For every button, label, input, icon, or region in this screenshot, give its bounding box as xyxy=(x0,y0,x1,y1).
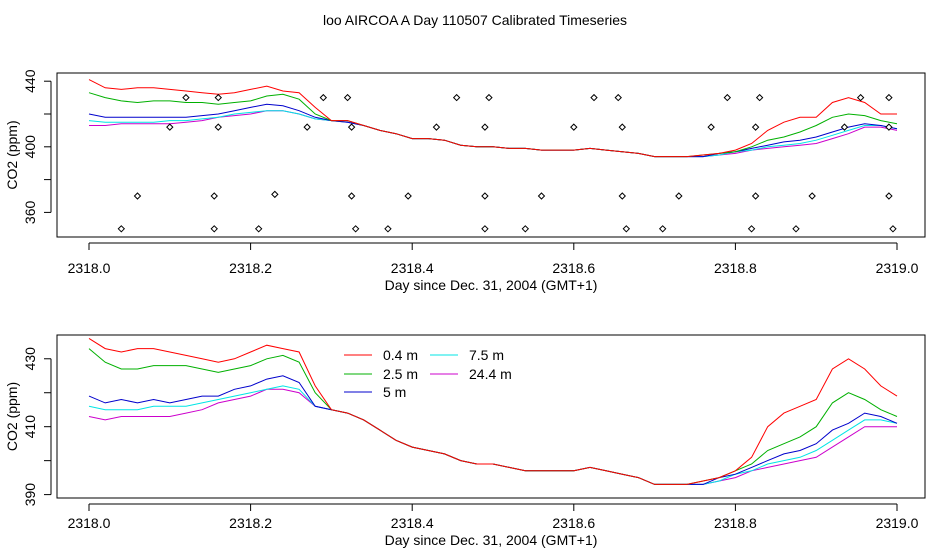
x-tick-label: 2318.0 xyxy=(68,515,111,531)
y-axis-label: CO2 (ppm) xyxy=(4,382,20,451)
sample-point xyxy=(214,123,222,131)
sample-point xyxy=(521,225,530,233)
sample-point xyxy=(210,225,218,233)
x-tick-label: 2318.2 xyxy=(229,260,272,276)
sample-point xyxy=(214,93,222,102)
sample-point xyxy=(751,123,760,131)
sample-point xyxy=(481,225,489,233)
sample-point xyxy=(210,192,218,200)
x-tick-label: 2318.8 xyxy=(714,515,757,531)
x-tick-label: 2318.0 xyxy=(68,260,111,276)
y-axis-label: CO2 (ppm) xyxy=(4,120,20,189)
sample-point xyxy=(622,225,631,233)
x-tick-label: 2319.0 xyxy=(876,515,919,531)
x-tick-label: 2318.8 xyxy=(714,260,757,276)
x-tick-label: 2318.2 xyxy=(229,515,272,531)
sample-point xyxy=(254,225,263,233)
x-tick-label: 2318.6 xyxy=(552,260,595,276)
sample-point xyxy=(808,192,816,200)
legend-label: 0.4 m xyxy=(383,347,418,363)
legend-label: 2.5 m xyxy=(383,366,418,382)
sample-point xyxy=(319,93,328,102)
sample-point xyxy=(792,225,800,233)
series-line-7-5-mm xyxy=(88,385,898,485)
y-tick-label: 400 xyxy=(22,135,38,159)
sample-point xyxy=(614,93,622,102)
sample-point xyxy=(885,123,893,131)
sample-point xyxy=(485,93,493,102)
plot-area xyxy=(88,79,898,233)
sample-point xyxy=(117,225,126,233)
legend-label: 7.5 m xyxy=(469,347,504,363)
y-tick-label: 430 xyxy=(22,347,38,371)
sample-point xyxy=(570,123,578,131)
y-tick-label: 410 xyxy=(22,415,38,439)
sample-point xyxy=(889,225,897,233)
series-line-1 xyxy=(88,79,897,158)
sample-point xyxy=(675,192,683,200)
sample-point xyxy=(618,123,626,131)
plot-area xyxy=(88,337,898,485)
sample-point xyxy=(182,93,190,102)
sample-point xyxy=(885,93,893,102)
y-tick-label: 440 xyxy=(22,69,38,93)
sample-point xyxy=(303,123,311,131)
sample-point xyxy=(347,123,356,131)
sample-point xyxy=(166,123,174,131)
sample-point xyxy=(751,192,760,200)
sample-point xyxy=(351,225,360,233)
chart-legend: 0.4 m 2.5 m 5 m 7.5 m 24.4 m xyxy=(344,347,512,400)
series-line-3 xyxy=(88,103,898,158)
legend-label: 5 m xyxy=(383,384,406,400)
x-tick-label: 2319.0 xyxy=(876,260,919,276)
x-tick-label: 2318.6 xyxy=(552,515,595,531)
series-line-24-4-mm xyxy=(88,388,897,485)
sample-point xyxy=(133,192,142,200)
sample-point xyxy=(432,123,441,131)
bottom-plot-panel: 2318.0 2318.2 2318.4 2318.6 2318.8 2319.0 Day … xyxy=(4,334,926,548)
sample-point xyxy=(481,123,489,131)
series-line-5 xyxy=(89,110,898,158)
sample-point xyxy=(481,192,489,200)
sample-point xyxy=(384,225,392,233)
sample-point xyxy=(590,93,598,102)
x-axis-label: Day since Dec. 31, 2004 (GMT+1) xyxy=(385,277,598,293)
plot-frame xyxy=(56,72,926,238)
series-line-5-mm xyxy=(88,375,898,485)
sample-point xyxy=(343,93,352,102)
sample-point xyxy=(840,123,849,131)
sample-point xyxy=(452,93,461,102)
y-tick-label: 360 xyxy=(22,201,38,225)
sample-point xyxy=(271,190,279,199)
sample-point xyxy=(347,192,356,200)
x-tick-label: 2318.4 xyxy=(391,260,434,276)
sample-point xyxy=(755,93,764,102)
series-line-0-4-mm xyxy=(88,337,898,485)
sample-point xyxy=(723,93,732,102)
x-tick-label: 2318.4 xyxy=(391,515,434,531)
figure-title: loo AIRCOA A Day 110507 Calibrated Times… xyxy=(323,12,627,28)
y-tick-label: 390 xyxy=(22,483,38,507)
sample-point xyxy=(885,192,893,200)
top-plot-panel: 2318.0 2318.2 2318.4 2318.6 2318.8 2319.0 Day … xyxy=(4,69,926,293)
sample-point xyxy=(707,123,715,131)
series-line-4 xyxy=(88,110,898,158)
sample-point xyxy=(856,93,865,102)
x-axis-label: Day since Dec. 31, 2004 (GMT+1) xyxy=(385,532,598,548)
sample-point xyxy=(618,192,626,200)
plot-frame xyxy=(56,334,926,499)
sample-point xyxy=(658,225,667,233)
legend-label: 24.4 m xyxy=(469,366,512,382)
sample-point xyxy=(404,192,412,200)
sample-point xyxy=(747,225,756,233)
sample-point xyxy=(537,192,546,200)
